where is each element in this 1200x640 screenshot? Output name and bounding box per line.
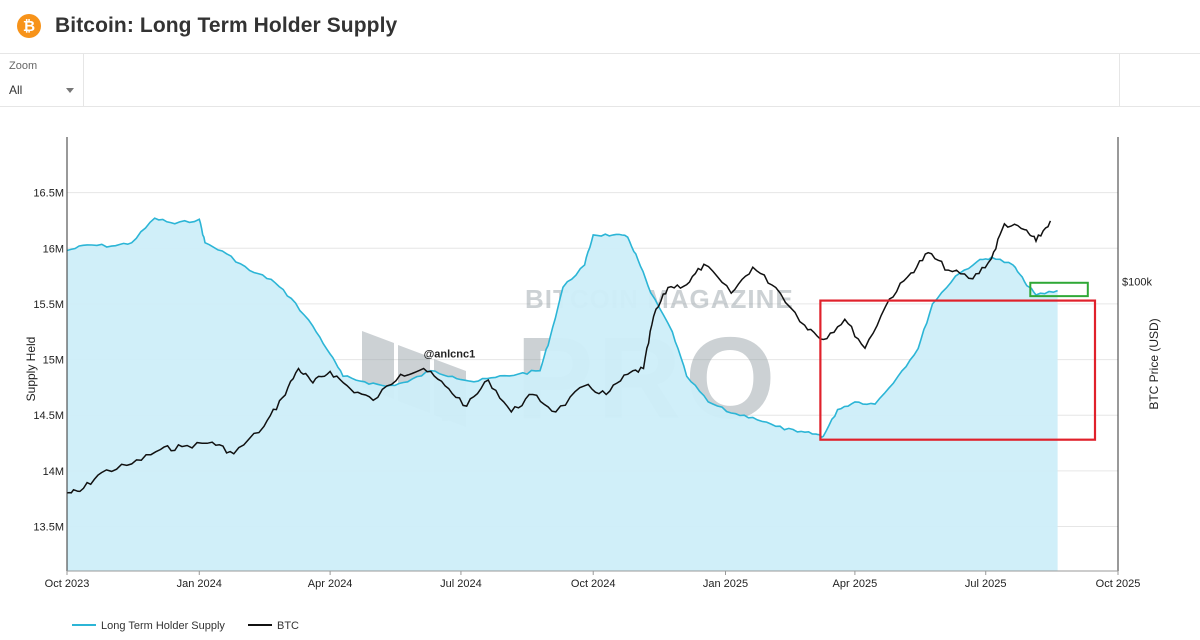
y-tick-label: 16M — [43, 243, 64, 255]
x-tick-label: Jul 2025 — [965, 578, 1007, 590]
legend-label-lth: Long Term Holder Supply — [101, 620, 225, 632]
series-long-term-holder-supply — [66, 217, 1058, 571]
ltrh-supply-chart: BITCOIN MAGAZINE PRO @anlcnc1 13.5M14M14… — [24, 137, 1161, 632]
y2-axis-title: BTC Price (USD) — [1147, 318, 1161, 409]
y-tick-label: 14.5M — [33, 410, 64, 422]
x-tick-label: Oct 2024 — [571, 578, 616, 590]
lth-area — [67, 218, 1058, 571]
chart-header: ₿ Bitcoin: Long Term Holder Supply — [0, 0, 1200, 54]
x-tick-label: Apr 2025 — [833, 578, 878, 590]
bitcoin-logo-icon: ₿ — [17, 14, 41, 38]
y-tick-label: 15.5M — [33, 299, 64, 311]
zoom-value: All — [9, 83, 23, 97]
annotation-handle: @anlcnc1 — [424, 348, 476, 360]
lth-line — [66, 217, 1058, 439]
x-tick-label: Jan 2025 — [703, 578, 748, 590]
highlight-box-green — [1029, 281, 1089, 298]
y-tick-label: 13.5M — [33, 521, 64, 533]
y2-tick-label: $100k — [1122, 277, 1152, 289]
zoom-select[interactable]: Zoom All — [0, 54, 84, 106]
btc-line — [66, 220, 1052, 494]
legend-label-btc: BTC — [277, 620, 299, 632]
y-axis-title: Supply Held — [24, 337, 38, 402]
chart-axes: 13.5M 14M 14.5M 15M 15.5M 16M 16.5M $100k Oct 20… — [24, 137, 1161, 590]
chart-annotations: @anlcnc1 — [424, 281, 1097, 441]
y-tick-label: 14M — [43, 466, 64, 478]
highlight-box-red — [819, 299, 1097, 441]
x-tick-label: Oct 2023 — [45, 578, 90, 590]
chart-toolbar: Zoom All — [0, 54, 1200, 107]
x-tick-label: Jan 2024 — [177, 578, 222, 590]
toolbar-divider — [1119, 54, 1120, 106]
chevron-down-icon — [66, 88, 74, 93]
y-tick-label: 16.5M — [33, 188, 64, 200]
y-tick-label: 15M — [43, 355, 64, 367]
chart-legend: Long Term Holder Supply BTC — [72, 620, 299, 632]
x-tick-label: Jul 2024 — [440, 578, 482, 590]
x-tick-label: Apr 2024 — [308, 578, 353, 590]
zoom-label: Zoom — [9, 60, 38, 72]
x-tick-label: Oct 2025 — [1096, 578, 1141, 590]
series-btc — [66, 220, 1052, 494]
page-title: Bitcoin: Long Term Holder Supply — [55, 14, 398, 37]
